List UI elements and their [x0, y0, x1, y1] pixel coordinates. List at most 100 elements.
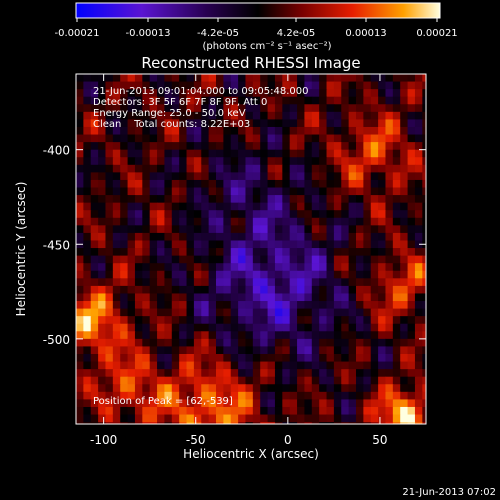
heatmap-cell	[171, 391, 180, 401]
heatmap-cell	[319, 225, 328, 234]
heatmap-cell	[356, 301, 364, 310]
heatmap-cell	[422, 157, 426, 166]
heatmap-cell	[238, 179, 247, 189]
heatmap-cell	[333, 89, 342, 98]
heatmap-cell	[407, 149, 416, 158]
heatmap-cell	[157, 111, 166, 121]
heatmap-cell	[392, 96, 401, 105]
heatmap-cell	[422, 217, 426, 226]
heatmap-cell	[407, 308, 416, 317]
heatmap-cell	[385, 202, 394, 211]
heatmap-cell	[112, 111, 121, 121]
heatmap-cell	[238, 308, 247, 317]
heatmap-cell	[179, 119, 188, 128]
heatmap-cell	[76, 81, 84, 90]
heatmap-cell	[127, 248, 136, 257]
heatmap-cell	[134, 248, 143, 257]
heatmap-cell	[238, 89, 247, 98]
heatmap-cell	[400, 74, 409, 83]
heatmap-cell	[223, 104, 232, 113]
heatmap-cell	[186, 248, 195, 257]
heatmap-cell	[171, 111, 180, 121]
heatmap-cell	[112, 157, 121, 166]
heatmap-cell	[348, 232, 357, 242]
heatmap-cell	[385, 263, 394, 272]
heatmap-cell	[304, 164, 313, 173]
heatmap-cell	[274, 285, 283, 295]
heatmap-cell	[414, 111, 423, 121]
heatmap-cell	[385, 354, 394, 363]
heatmap-cell	[142, 240, 151, 249]
heatmap-cell	[252, 195, 261, 204]
heatmap-cell	[430, 309, 438, 317]
heatmap-cell	[98, 399, 107, 408]
heatmap-cell	[385, 89, 394, 98]
heatmap-cell	[216, 142, 224, 151]
heatmap-cell	[171, 346, 180, 355]
heatmap-cell	[407, 134, 416, 143]
heatmap-cell	[223, 331, 232, 340]
heatmap-cell	[333, 126, 342, 136]
heatmap-cell	[341, 308, 350, 317]
heatmap-cell	[149, 331, 158, 340]
heatmap-cell	[422, 369, 426, 378]
heatmap-cell	[341, 270, 350, 279]
heatmap-cell	[134, 399, 143, 408]
heatmap-cell	[341, 369, 350, 378]
heatmap-cell	[230, 406, 239, 416]
heatmap-cell	[407, 225, 416, 234]
heatmap-cell	[164, 179, 173, 189]
heatmap-cell	[430, 392, 438, 400]
heatmap-cell	[105, 301, 114, 310]
heatmap-cell	[120, 399, 129, 408]
heatmap-cell	[356, 74, 364, 83]
heatmap-cell	[333, 293, 342, 302]
heatmap-cell	[370, 232, 379, 242]
heatmap-cell	[333, 134, 342, 143]
heatmap-cell	[149, 126, 158, 136]
heatmap-cell	[414, 391, 423, 401]
heatmap-cell	[134, 301, 143, 310]
heatmap-cell	[105, 422, 114, 424]
heatmap-cell	[252, 308, 261, 317]
heatmap-cell	[422, 263, 426, 272]
heatmap-cell	[414, 172, 423, 181]
heatmap-cell	[223, 263, 232, 272]
heatmap-cell	[430, 135, 438, 143]
heatmap-cell	[356, 293, 364, 302]
heatmap-cell	[407, 74, 416, 83]
heatmap-cell	[341, 157, 350, 166]
heatmap-cell	[282, 384, 291, 393]
heatmap-cell	[252, 232, 261, 242]
heatmap-cell	[260, 119, 269, 128]
heatmap-cell	[157, 172, 166, 181]
heatmap-cell	[414, 369, 423, 378]
heatmap-cell	[164, 323, 173, 332]
heatmap-cell	[289, 255, 298, 264]
heatmap-cell	[201, 96, 210, 105]
heatmap-cell	[120, 361, 129, 370]
heatmap-cell	[149, 248, 158, 257]
heatmap-cell	[356, 142, 364, 151]
heatmap-cell	[142, 338, 151, 348]
heatmap-cell	[385, 217, 394, 226]
heatmap-cell	[407, 376, 416, 385]
heatmap-cell	[260, 81, 269, 90]
heatmap-cell	[252, 331, 261, 340]
heatmap-cell	[76, 376, 84, 385]
heatmap-cell	[311, 89, 320, 98]
heatmap-cell	[208, 323, 217, 332]
heatmap-cell	[400, 187, 409, 196]
heatmap-cell	[193, 225, 202, 234]
heatmap-cell	[422, 301, 426, 310]
heatmap-cell	[297, 301, 306, 310]
heatmap-cell	[356, 369, 364, 378]
heatmap-cell	[370, 104, 379, 113]
heatmap-cell	[252, 111, 261, 121]
heatmap-cell	[252, 263, 261, 272]
heatmap-cell	[120, 210, 129, 219]
heatmap-cell	[105, 187, 114, 196]
heatmap-cell	[304, 81, 313, 90]
heatmap-cell	[414, 217, 423, 226]
heatmap-cell	[333, 346, 342, 355]
